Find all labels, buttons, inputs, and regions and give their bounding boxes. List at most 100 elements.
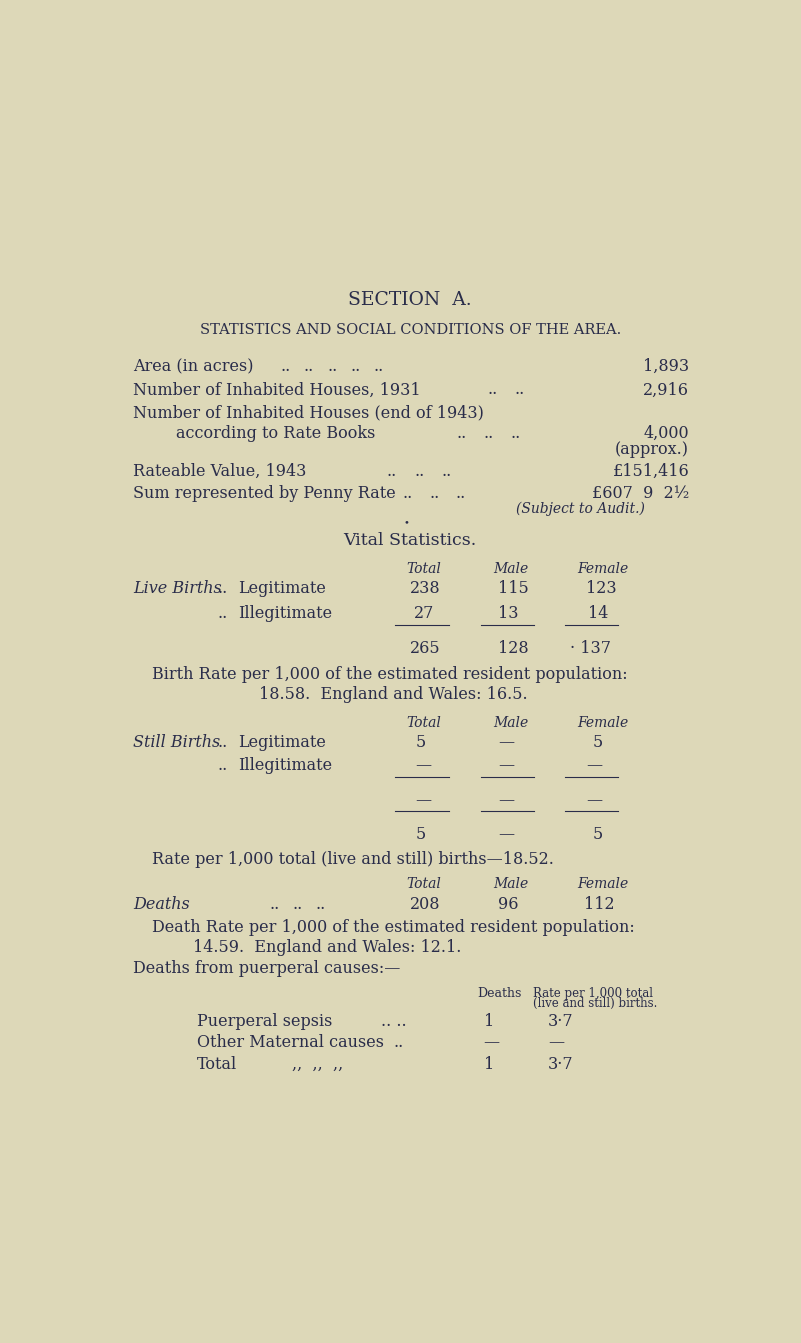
Text: ..: .. (441, 463, 452, 479)
Text: according to Rate Books: according to Rate Books (176, 424, 376, 442)
Text: £151,416: £151,416 (613, 463, 689, 479)
Text: Legitimate: Legitimate (238, 580, 326, 598)
Text: Deaths: Deaths (134, 896, 190, 913)
Text: ..: .. (269, 896, 280, 913)
Text: —: — (498, 826, 514, 843)
Text: ..: .. (374, 359, 384, 375)
Text: ..: .. (455, 485, 465, 501)
Text: Number of Inhabited Houses (end of 1943): Number of Inhabited Houses (end of 1943) (134, 404, 485, 422)
Text: (approx.): (approx.) (615, 442, 689, 458)
Text: Female: Female (577, 561, 628, 576)
Text: ..: .. (414, 463, 425, 479)
Text: 18.58.  England and Wales: 16.5.: 18.58. England and Wales: 16.5. (259, 686, 528, 704)
Text: 115: 115 (498, 580, 529, 598)
Text: ..: .. (327, 359, 337, 375)
Text: Rate per 1,000 total (live and still) births—18.52.: Rate per 1,000 total (live and still) bi… (152, 851, 554, 868)
Text: ..: .. (292, 896, 303, 913)
Text: 5: 5 (416, 735, 426, 751)
Text: SECTION  A.: SECTION A. (348, 290, 472, 309)
Text: ,,  ,,  ,,: ,, ,, ,, (292, 1056, 344, 1073)
Text: (Subject to Audit.): (Subject to Audit.) (517, 501, 645, 516)
Text: —: — (586, 792, 602, 810)
Text: 96: 96 (498, 896, 519, 913)
Text: 5: 5 (416, 826, 426, 843)
Text: Still Births: Still Births (134, 735, 221, 751)
Text: 238: 238 (410, 580, 441, 598)
Text: STATISTICS AND SOCIAL CONDITIONS OF THE AREA.: STATISTICS AND SOCIAL CONDITIONS OF THE … (199, 322, 621, 337)
Text: •: • (404, 518, 410, 528)
Text: Area (in acres): Area (in acres) (134, 359, 254, 375)
Text: Other Maternal causes: Other Maternal causes (197, 1034, 384, 1052)
Text: ..: .. (511, 424, 521, 442)
Text: Total: Total (197, 1056, 237, 1073)
Text: 1: 1 (484, 1056, 494, 1073)
Text: Total: Total (406, 877, 441, 892)
Text: Male: Male (493, 877, 529, 892)
Text: 112: 112 (585, 896, 615, 913)
Text: Total: Total (406, 561, 441, 576)
Text: 5: 5 (592, 826, 602, 843)
Text: Death Rate per 1,000 of the estimated resident population:: Death Rate per 1,000 of the estimated re… (152, 919, 635, 936)
Text: Legitimate: Legitimate (238, 735, 326, 751)
Text: Birth Rate per 1,000 of the estimated resident population:: Birth Rate per 1,000 of the estimated re… (152, 666, 628, 684)
Text: 14: 14 (589, 604, 609, 622)
Text: ..: .. (457, 424, 467, 442)
Text: Rate per 1,000 total: Rate per 1,000 total (533, 987, 653, 999)
Text: ..: .. (393, 1034, 404, 1052)
Text: ..: .. (304, 359, 314, 375)
Text: · 137: · 137 (570, 641, 611, 657)
Text: Live Births: Live Births (134, 580, 222, 598)
Text: Male: Male (493, 561, 529, 576)
Text: ..: .. (218, 735, 228, 751)
Text: —: — (484, 1034, 500, 1052)
Text: ..: .. (387, 463, 397, 479)
Text: 3·7: 3·7 (548, 1013, 574, 1030)
Text: 1: 1 (484, 1013, 494, 1030)
Text: Sum represented by Penny Rate: Sum represented by Penny Rate (134, 485, 396, 501)
Text: 3·7: 3·7 (548, 1056, 574, 1073)
Text: Puerperal sepsis: Puerperal sepsis (197, 1013, 332, 1030)
Text: ..: .. (351, 359, 360, 375)
Text: —: — (586, 757, 602, 774)
Text: ..: .. (484, 424, 494, 442)
Text: ..: .. (280, 359, 291, 375)
Text: 14.59.  England and Wales: 12.1.: 14.59. England and Wales: 12.1. (193, 939, 461, 956)
Text: 27: 27 (414, 604, 434, 622)
Text: Female: Female (577, 716, 628, 729)
Text: Female: Female (577, 877, 628, 892)
Text: ..: .. (515, 381, 525, 399)
Text: ..: .. (218, 757, 228, 774)
Text: Vital Statistics.: Vital Statistics. (344, 532, 477, 549)
Text: 123: 123 (586, 580, 617, 598)
Text: ..: .. (218, 604, 228, 622)
Text: —: — (416, 792, 432, 810)
Text: £607  9  2½: £607 9 2½ (592, 485, 689, 501)
Text: 5: 5 (592, 735, 602, 751)
Text: 128: 128 (498, 641, 529, 657)
Text: ..: .. (488, 381, 498, 399)
Text: ..: .. (402, 485, 413, 501)
Text: ..: .. (316, 896, 326, 913)
Text: 4,000: 4,000 (643, 424, 689, 442)
Text: Illegitimate: Illegitimate (238, 604, 332, 622)
Text: Number of Inhabited Houses, 1931: Number of Inhabited Houses, 1931 (134, 381, 421, 399)
Text: 2,916: 2,916 (643, 381, 689, 399)
Text: (live and still) births.: (live and still) births. (533, 998, 657, 1010)
Text: ..: .. (218, 580, 228, 598)
Text: 208: 208 (410, 896, 441, 913)
Text: 13: 13 (498, 604, 519, 622)
Text: —: — (498, 792, 514, 810)
Text: Total: Total (406, 716, 441, 729)
Text: ..: .. (429, 485, 440, 501)
Text: Illegitimate: Illegitimate (238, 757, 332, 774)
Text: .. ..: .. .. (381, 1013, 407, 1030)
Text: —: — (498, 757, 514, 774)
Text: Deaths from puerperal causes:—: Deaths from puerperal causes:— (134, 960, 400, 978)
Text: —: — (498, 735, 514, 751)
Text: —: — (416, 757, 432, 774)
Text: Rateable Value, 1943: Rateable Value, 1943 (134, 463, 307, 479)
Text: Deaths: Deaths (477, 987, 522, 999)
Text: 265: 265 (410, 641, 441, 657)
Text: Male: Male (493, 716, 529, 729)
Text: —: — (548, 1034, 564, 1052)
